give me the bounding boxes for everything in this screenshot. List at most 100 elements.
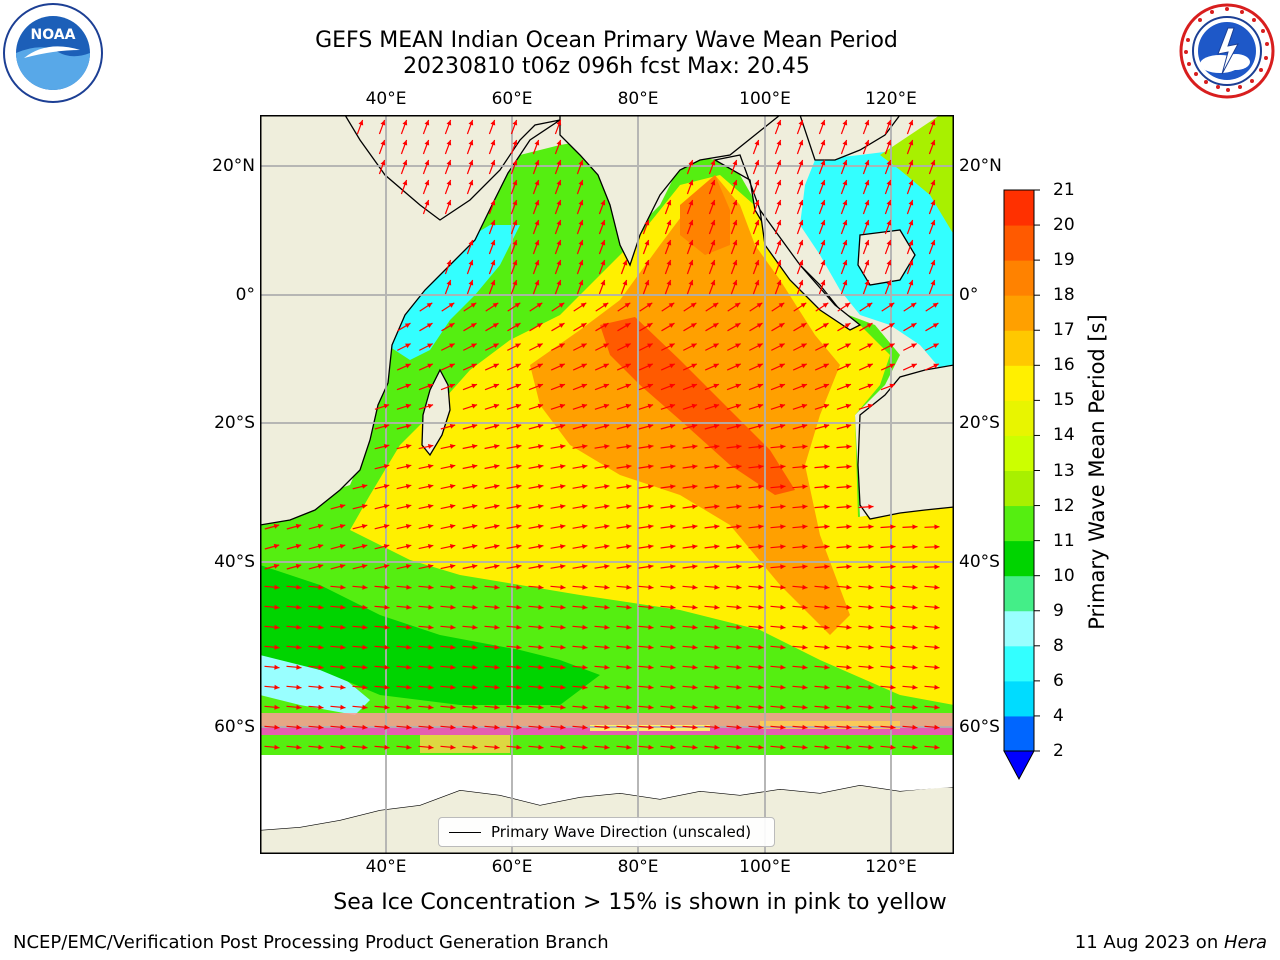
wave-direction-arrowhead [405,544,412,549]
wave-direction-arrowhead [864,260,870,266]
wave-direction-arrowhead [798,200,804,206]
wave-direction-arrowhead [692,644,698,650]
colorbar-segment [1004,575,1034,612]
wave-direction-arrowhead [624,323,631,328]
wave-direction-arrowhead [560,564,566,569]
wave-direction-arrowhead [669,363,675,369]
wave-direction-arrowhead [867,383,873,389]
wave-direction-arrowhead [864,160,870,166]
wave-direction-arrowhead [446,260,452,266]
plot-subtitle: 20230810 t06z 096h fcst Max: 20.45 [403,54,810,79]
wave-direction-arrowhead [560,524,566,529]
wave-direction-arrowhead [798,140,804,146]
lat-tick-right-40s: 40°S [959,552,1000,572]
wave-direction-arrowhead [490,140,496,146]
wave-direction-arrowhead [890,524,896,530]
wave-direction-arrowhead [428,584,434,590]
wave-direction-arrowhead [536,302,543,308]
wave-direction-arrowhead [670,624,676,630]
wave-direction-arrowhead [494,604,500,610]
wave-direction-arrowhead [736,504,742,510]
lon-tick-top-100: 100°E [739,89,791,109]
wave-direction-arrowhead [735,383,741,389]
wave-direction-arrowhead [713,343,719,349]
ocean-cyan-arabian [390,225,520,360]
colorbar-tick-label: 14 [1053,425,1075,446]
wave-direction-arrowhead [494,724,500,730]
wave-direction-arrowhead [802,444,808,450]
wave-direction-arrowhead [516,564,522,569]
wave-direction-arrowhead [406,744,412,750]
wave-direction-arrowhead [648,724,654,730]
wave-direction-arrowhead [868,664,874,670]
wave-direction-arrowhead [427,403,434,409]
wave-direction-arrowhead [626,704,632,710]
wave-direction-arrowhead [714,664,720,670]
wave-direction-arrowhead [736,444,742,450]
wave-direction-arrowhead [823,403,830,409]
wave-direction-arrowhead [670,604,676,610]
noaa-logo-text: NOAA [31,27,76,43]
wave-direction-arrowhead [493,403,500,409]
wave-direction-arrowhead [626,624,632,630]
wave-direction-arrowhead [604,444,610,450]
wave-direction-arrowhead [516,544,522,549]
wave-direction-arrowhead [670,464,676,470]
wave-direction-arrowhead [600,200,606,206]
wave-direction-arrowhead [340,704,346,710]
wave-direction-arrowhead [647,383,653,389]
wave-direction-arrowhead [449,444,456,449]
wave-direction-arrowhead [582,724,588,730]
wave-direction-arrowhead [296,684,302,690]
wave-direction-arrowhead [864,240,870,246]
wave-direction-arrowhead [714,464,720,470]
wave-direction-arrowhead [538,704,544,710]
wave-direction-arrowhead [824,504,830,510]
wave-direction-arrowhead [846,484,852,490]
wave-direction-arrowhead [802,684,808,690]
wave-direction-arrowhead [666,200,672,206]
wave-direction-arrowhead [842,160,848,166]
wave-direction-arrowhead [867,363,873,369]
wave-direction-arrowhead [868,744,874,750]
wave-direction-arrowhead [626,684,632,690]
wave-direction-arrowhead [512,200,518,206]
wave-direction-arrowhead [714,704,720,710]
wave-direction-arrowhead [428,624,434,630]
wave-direction-arrowhead [494,564,500,569]
wave-direction-arrowhead [668,323,675,328]
wave-direction-arrowhead [776,240,782,246]
wave-direction-arrows [264,119,940,750]
wave-direction-arrowhead [534,280,540,286]
wave-direction-arrowhead [714,504,720,510]
colorbar-segment [1004,400,1034,436]
wave-direction-arrowhead [801,343,807,349]
wave-direction-arrowhead [820,140,826,146]
wave-direction-arrowhead [648,664,654,670]
wave-direction-arrowhead [494,484,500,489]
wave-direction-arrowhead [405,343,411,349]
wave-direction-arrowhead [380,120,386,126]
wave-direction-arrowhead [603,423,610,429]
wave-direction-arrowhead [889,343,895,349]
wave-direction-arrowhead [402,140,408,146]
wave-direction-arrowhead [559,383,565,389]
wave-direction-arrowhead [644,280,650,286]
wave-direction-arrowhead [538,664,544,670]
wave-direction-arrowhead [798,240,804,246]
wave-direction-arrowhead [688,240,694,246]
wave-direction-arrowhead [339,564,346,569]
wave-direction-arrowhead [580,323,587,328]
wave-direction-arrowhead [934,604,940,610]
wave-direction-arrowhead [516,724,522,730]
wave-direction-arrowhead [490,220,496,226]
wave-direction-arrowhead [648,624,654,630]
wave-direction-arrowhead [757,383,763,389]
wave-direction-arrowhead [603,343,609,349]
wave-direction-arrowhead [688,160,694,166]
footer-host: Hera [1223,932,1267,953]
wave-direction-arrowhead [560,544,566,549]
wave-direction-arrowhead [559,343,565,349]
wave-direction-arrowhead [691,343,697,349]
wave-direction-arrowhead [934,684,940,690]
